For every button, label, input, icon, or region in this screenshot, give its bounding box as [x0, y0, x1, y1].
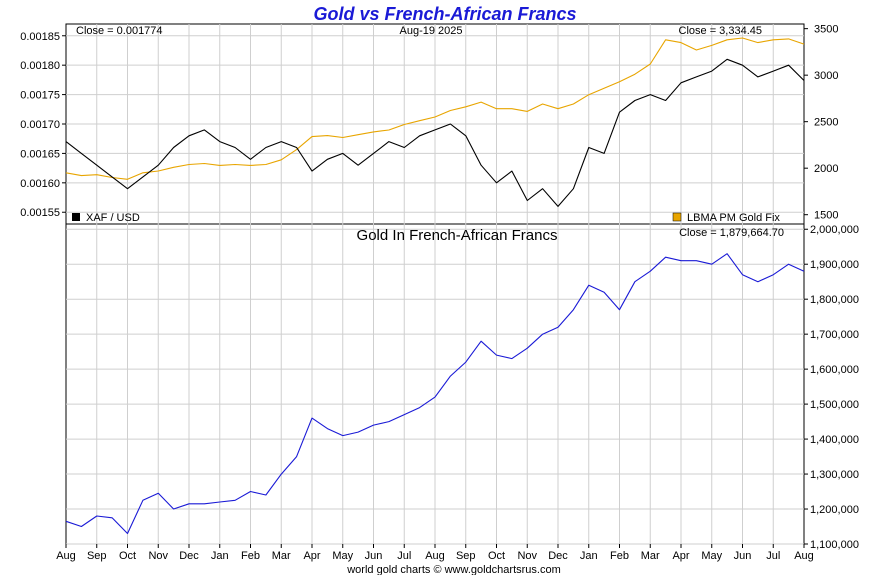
top-right-tick-label: 3000	[814, 70, 838, 82]
x-tick-label: Sep	[87, 550, 107, 562]
bottom-close: Close = 1,879,664.70	[679, 227, 784, 239]
tick-layer: Aug Sep Oct Nov Dec Jan Feb Mar Apr May Jun Jul Aug S…	[20, 24, 859, 562]
x-tick-label: Feb	[241, 550, 260, 562]
bottom-right-tick-label: 1,100,000	[810, 539, 859, 551]
top-right-tick-label: 2000	[814, 163, 838, 175]
series-layer	[65, 37, 805, 535]
x-tick-label: Apr	[303, 550, 320, 562]
x-tick-label: Aug	[56, 550, 76, 562]
legend-swatch-gold	[672, 212, 682, 222]
footer-credit: world gold charts © www.goldchartsrus.co…	[346, 564, 561, 575]
bottom-right-tick-label: 1,600,000	[810, 364, 859, 376]
x-tick-label: Jul	[397, 550, 411, 562]
x-tick-label: Oct	[488, 550, 505, 562]
x-tick-label: Nov	[148, 550, 168, 562]
x-tick-label: Oct	[119, 550, 136, 562]
top-right-tick-label: 1500	[814, 210, 838, 222]
bottom-right-tick-label: 2,000,000	[810, 224, 859, 236]
legend-xaf-usd: XAF / USD	[86, 212, 140, 224]
x-tick-label: Aug	[794, 550, 814, 562]
x-tick-label: Jan	[580, 550, 598, 562]
grid-layer	[66, 24, 804, 545]
x-tick-label: Jun	[734, 550, 752, 562]
legend-gold-fix: LBMA PM Gold Fix	[687, 212, 780, 224]
top-left-tick-label: 0.00160	[20, 178, 60, 190]
top-left-tick-label: 0.00165	[20, 148, 60, 160]
x-tick-label: Jan	[211, 550, 229, 562]
x-tick-label: Apr	[672, 550, 689, 562]
top-left-tick-label: 0.00155	[20, 207, 60, 219]
series-line-xaf-usd	[65, 58, 805, 207]
date-label: Aug-19 2025	[400, 25, 463, 37]
x-tick-label: May	[701, 550, 722, 562]
bottom-right-tick-label: 1,200,000	[810, 504, 859, 516]
top-right-tick-label: 2500	[814, 117, 838, 129]
top-left-tick-label: 0.00180	[20, 60, 60, 72]
series-line-gold-xaf	[65, 253, 805, 535]
bottom-right-tick-label: 1,900,000	[810, 259, 859, 271]
x-tick-label: May	[332, 550, 353, 562]
bottom-right-tick-label: 1,400,000	[810, 434, 859, 446]
top-left-tick-label: 0.00185	[20, 31, 60, 43]
bottom-panel-title: Gold In French-African Francs	[357, 227, 558, 244]
bottom-right-tick-label: 1,800,000	[810, 294, 859, 306]
bottom-right-tick-label: 1,500,000	[810, 399, 859, 411]
top-left-tick-label: 0.00175	[20, 90, 60, 102]
top-close-right: Close = 3,334.45	[679, 25, 762, 37]
x-tick-label: Mar	[272, 550, 291, 562]
x-tick-label: Nov	[517, 550, 537, 562]
top-close-left: Close = 0.001774	[76, 25, 163, 37]
top-right-tick-label: 3500	[814, 24, 838, 36]
top-left-tick-label: 0.00170	[20, 119, 60, 131]
x-tick-label: Jul	[766, 550, 780, 562]
x-tick-label: Sep	[456, 550, 476, 562]
series-line-gold-usd	[65, 37, 805, 180]
x-tick-label: Mar	[641, 550, 660, 562]
x-tick-label: Jun	[365, 550, 383, 562]
x-tick-label: Dec	[179, 550, 199, 562]
legend-swatch-xaf-usd	[72, 213, 80, 221]
bottom-right-tick-label: 1,300,000	[810, 469, 859, 481]
bottom-right-tick-label: 1,700,000	[810, 329, 859, 341]
x-tick-label: Feb	[610, 550, 629, 562]
x-tick-label: Dec	[548, 550, 568, 562]
chart-title: Gold vs French-African Francs	[313, 4, 576, 24]
x-tick-label: Aug	[425, 550, 445, 562]
